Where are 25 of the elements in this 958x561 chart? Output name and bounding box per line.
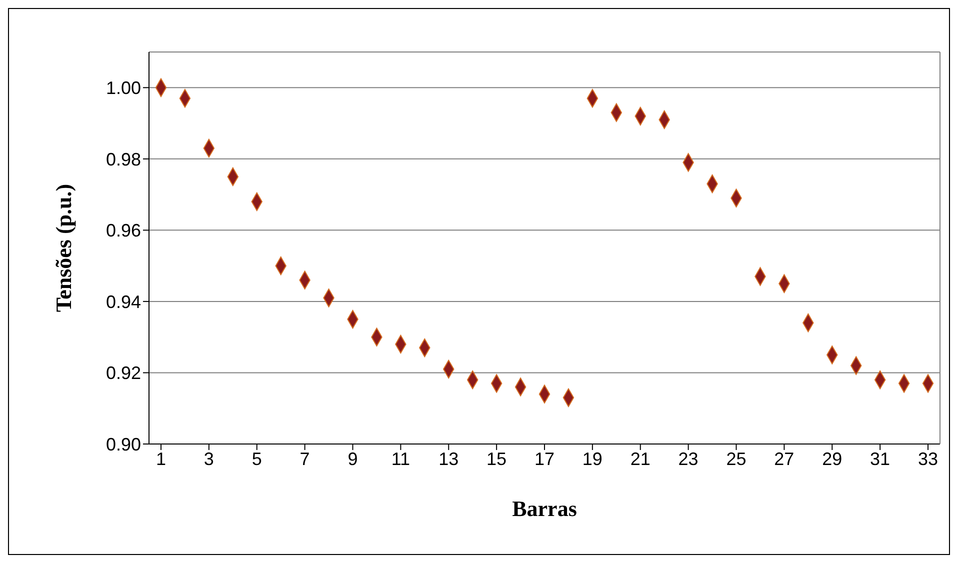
x-tick-label: 13 <box>438 448 459 469</box>
x-axis-title: Barras <box>512 496 578 521</box>
x-tick-label: 11 <box>391 448 410 469</box>
y-tick-label: 0.92 <box>106 363 141 384</box>
x-tick-label: 7 <box>300 448 310 469</box>
x-tick-label: 9 <box>348 448 358 469</box>
y-tick-label: 0.94 <box>106 292 141 312</box>
y-tick-label: 0.98 <box>106 149 141 170</box>
x-tick-label: 29 <box>822 448 842 469</box>
y-axis-title: Tensões (p.u.) <box>50 184 76 312</box>
y-tick-label: 0.90 <box>106 434 141 454</box>
x-tick-label: 33 <box>918 448 938 469</box>
x-tick-label: 17 <box>534 448 555 469</box>
x-tick-label: 5 <box>252 448 262 469</box>
x-tick-label: 27 <box>774 448 794 469</box>
y-tick-label: 1.00 <box>106 78 141 98</box>
x-tick-label: 21 <box>630 448 650 469</box>
x-tick-label: 15 <box>486 448 507 469</box>
x-tick-label: 1 <box>156 448 166 469</box>
y-tick-label: 0.96 <box>106 220 141 241</box>
x-tick-label: 23 <box>678 448 698 469</box>
x-tick-label: 3 <box>204 448 214 469</box>
x-tick-label: 19 <box>582 448 602 469</box>
x-tick-label: 25 <box>726 448 746 469</box>
x-tick-label: 31 <box>870 448 890 469</box>
